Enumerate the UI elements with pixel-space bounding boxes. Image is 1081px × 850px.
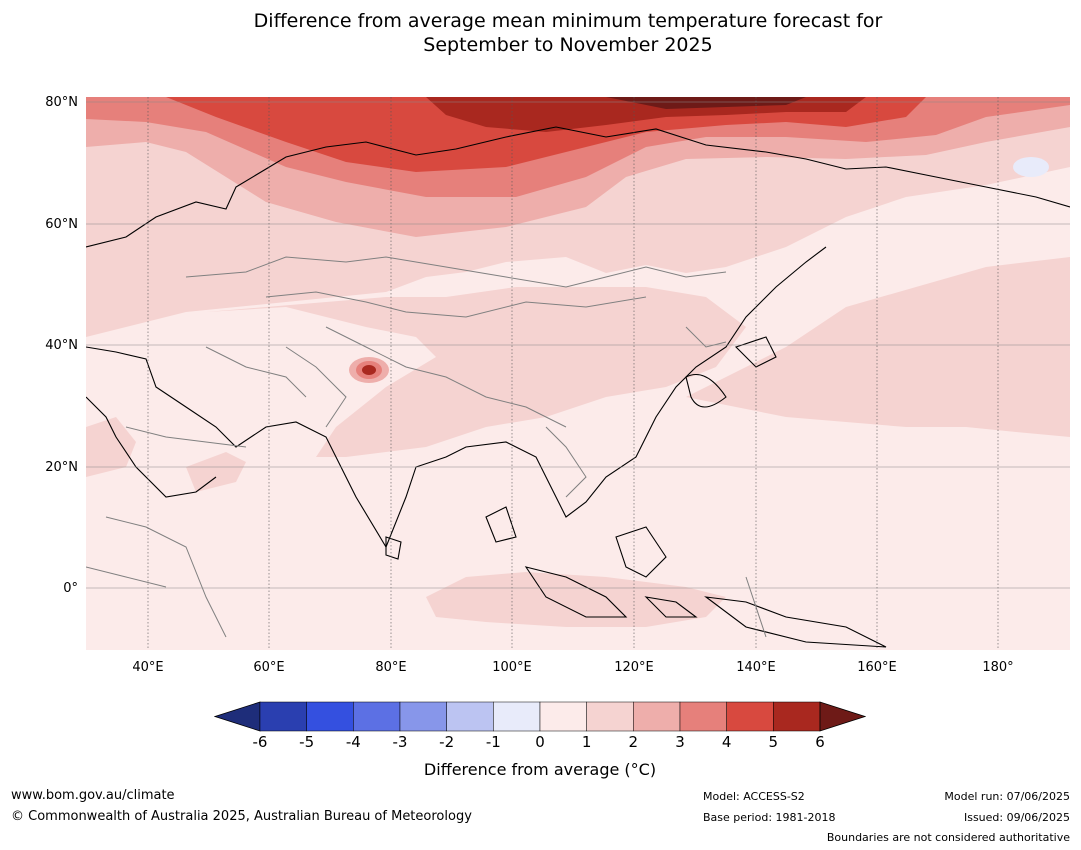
colorbar-tick-label: -4 xyxy=(345,733,361,751)
anomaly-over-6 xyxy=(606,97,806,109)
colorbar-swatch xyxy=(726,701,774,732)
colorbar-tick-label: -6 xyxy=(252,733,268,751)
anomaly-1-2-central xyxy=(206,287,746,457)
colorbar-swatch xyxy=(539,701,587,732)
lat-label-80n: 80°N xyxy=(45,95,78,110)
colorbar-tick-label: 5 xyxy=(768,733,779,751)
colorbar-extension-low xyxy=(213,701,261,732)
colorbar-swatch xyxy=(679,701,727,732)
lon-label-140e: 140°E xyxy=(736,660,776,675)
colorbar-swatch xyxy=(493,701,541,732)
footer-issued: Issued: 09/06/2025 xyxy=(963,811,1070,824)
map-title: Difference from average mean minimum tem… xyxy=(0,9,1081,57)
colorbar-tick-label: 6 xyxy=(815,733,825,751)
colorbar xyxy=(213,700,867,734)
lat-label-20n: 20°N xyxy=(45,460,78,475)
colorbar-swatch xyxy=(446,701,494,732)
colorbar-tick-label: 0 xyxy=(535,733,545,751)
anomaly-1-2-arabian xyxy=(186,452,246,492)
footer-base-period: Base period: 1981-2018 xyxy=(703,811,836,824)
colorbar-tick-label: -3 xyxy=(392,733,408,751)
anomaly-1-2-west xyxy=(86,417,136,477)
colorbar-tick-label: -1 xyxy=(485,733,501,751)
colorbar-swatch xyxy=(353,701,401,732)
lat-label-60n: 60°N xyxy=(45,217,78,232)
colorbar-tick-label: -5 xyxy=(299,733,315,751)
lon-label-160e: 160°E xyxy=(857,660,897,675)
lon-label-180: 180° xyxy=(982,660,1014,675)
lat-label-40n: 40°N xyxy=(45,338,78,353)
colorbar-tick-label: -2 xyxy=(439,733,455,751)
colorbar-tick-label: 1 xyxy=(581,733,592,751)
footer-model-run: Model run: 07/06/2025 xyxy=(944,790,1070,803)
colorbar-tick-label: 2 xyxy=(628,733,639,751)
colorbar-swatch xyxy=(773,701,821,732)
colorbar-tick-label: 3 xyxy=(675,733,685,751)
anomaly-1-2-pacific xyxy=(686,257,1070,437)
map-canvas xyxy=(86,97,1070,650)
longitude-gridlines xyxy=(147,97,999,650)
lon-label-120e: 120°E xyxy=(614,660,654,675)
lon-label-60e: 60°E xyxy=(253,660,285,675)
latitude-gridlines xyxy=(86,101,1070,589)
colorbar-extension-high xyxy=(819,701,867,732)
footer-model: Model: ACCESS-S2 xyxy=(703,790,805,803)
anomaly-4-5 xyxy=(166,97,926,172)
lon-label-40e: 40°E xyxy=(132,660,164,675)
lon-label-80e: 80°E xyxy=(375,660,407,675)
colorbar-tick-label: 4 xyxy=(721,733,732,751)
lon-label-100e: 100°E xyxy=(492,660,532,675)
colorbar-swatch xyxy=(259,701,307,732)
colorbar-graphic xyxy=(213,701,867,732)
footer-url[interactable]: www.bom.gov.au/climate xyxy=(11,788,175,803)
hotspot-inner xyxy=(362,365,376,375)
anomaly-negative-patch xyxy=(1013,157,1049,177)
country-borders xyxy=(86,256,767,638)
title-line-2: September to November 2025 xyxy=(423,34,713,56)
footer-copyright: © Commonwealth of Australia 2025, Austra… xyxy=(11,809,472,824)
colorbar-swatch xyxy=(586,701,634,732)
colorbar-swatch xyxy=(399,701,447,732)
lat-label-0: 0° xyxy=(63,581,78,596)
colorbar-swatch xyxy=(633,701,681,732)
colorbar-swatch xyxy=(306,701,354,732)
title-line-1: Difference from average mean minimum tem… xyxy=(253,10,883,32)
forecast-map xyxy=(86,97,1070,650)
footer-disclaimer: Boundaries are not considered authoritat… xyxy=(826,831,1070,844)
anomaly-1-2-equator xyxy=(426,572,726,627)
colorbar-title: Difference from average (°C) xyxy=(423,760,657,779)
